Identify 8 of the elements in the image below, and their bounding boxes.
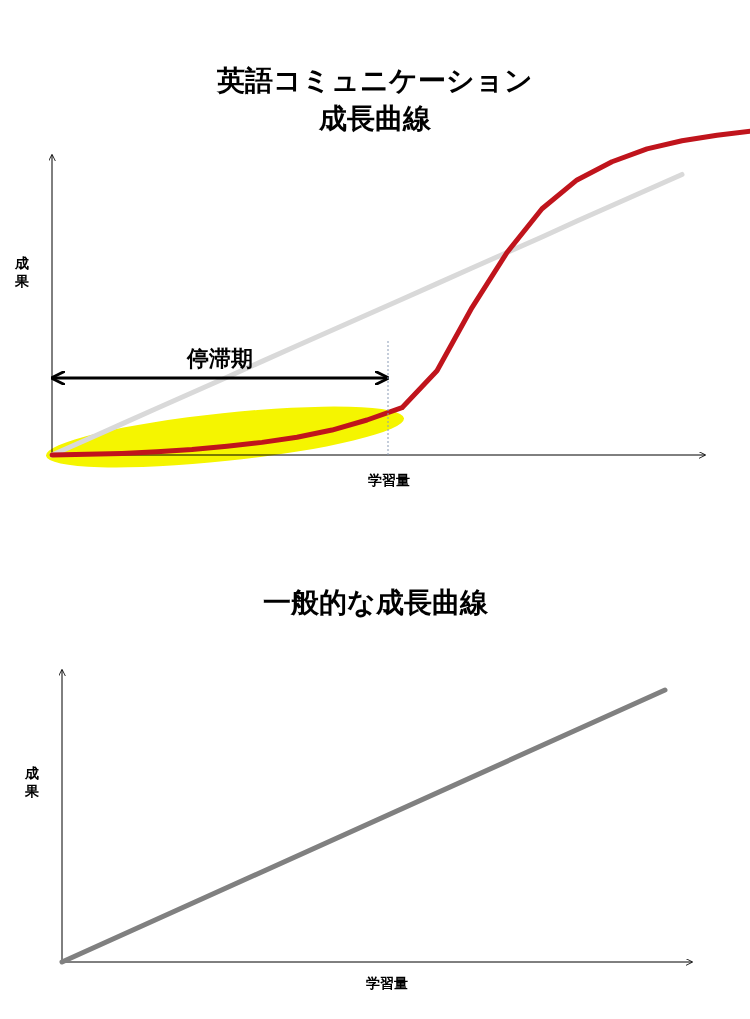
chart-title: 一般的な成長曲線 (262, 586, 489, 619)
x-axis-title: 学習量 (366, 975, 408, 991)
chart-subtitle: 成長曲線 (318, 102, 432, 135)
annotation: 停滞期 (186, 346, 253, 371)
y-axis-title: 成果 (14, 255, 30, 289)
chart-title: 英語コミュニケーション (216, 64, 533, 97)
y-axis-title: 成果 (24, 765, 40, 799)
x-axis-title: 学習量 (367, 472, 410, 488)
